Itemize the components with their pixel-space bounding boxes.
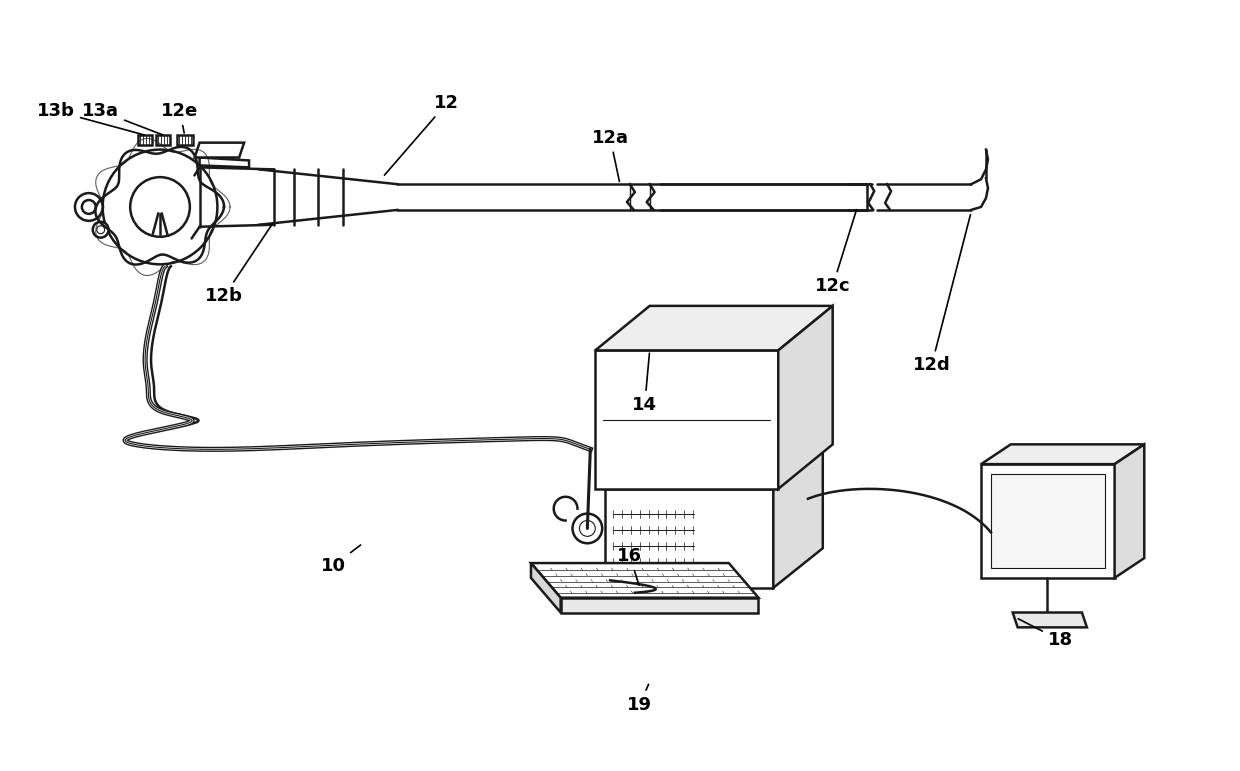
Polygon shape <box>595 306 833 350</box>
Polygon shape <box>1013 612 1087 628</box>
Text: 12b: 12b <box>206 224 273 305</box>
Polygon shape <box>981 464 1115 578</box>
Polygon shape <box>981 444 1145 464</box>
Polygon shape <box>991 474 1105 568</box>
Text: 19: 19 <box>627 685 652 713</box>
Text: 12: 12 <box>384 94 459 175</box>
Circle shape <box>573 513 603 544</box>
Polygon shape <box>531 563 560 612</box>
Text: 18: 18 <box>1018 619 1073 649</box>
Polygon shape <box>605 489 774 588</box>
Circle shape <box>727 531 740 545</box>
Polygon shape <box>595 350 779 489</box>
Polygon shape <box>200 157 249 167</box>
Polygon shape <box>779 306 833 489</box>
Text: 12e: 12e <box>161 102 198 133</box>
FancyBboxPatch shape <box>156 135 170 145</box>
Text: 10: 10 <box>321 545 361 575</box>
Text: 12c: 12c <box>815 210 857 295</box>
Text: 12d: 12d <box>913 214 971 374</box>
Circle shape <box>93 222 109 237</box>
FancyBboxPatch shape <box>139 135 153 145</box>
Text: 14: 14 <box>632 353 657 414</box>
Polygon shape <box>774 449 823 588</box>
Text: 13b: 13b <box>37 102 145 135</box>
Polygon shape <box>1115 444 1145 578</box>
FancyBboxPatch shape <box>177 135 192 145</box>
Circle shape <box>746 531 760 545</box>
Polygon shape <box>531 563 759 598</box>
Polygon shape <box>605 449 823 489</box>
Text: 16: 16 <box>618 547 642 585</box>
Polygon shape <box>560 598 759 612</box>
Circle shape <box>707 531 720 545</box>
Circle shape <box>103 150 217 264</box>
Circle shape <box>74 193 103 221</box>
Text: 13a: 13a <box>82 102 162 135</box>
Polygon shape <box>195 143 244 157</box>
Text: 12a: 12a <box>591 129 629 181</box>
